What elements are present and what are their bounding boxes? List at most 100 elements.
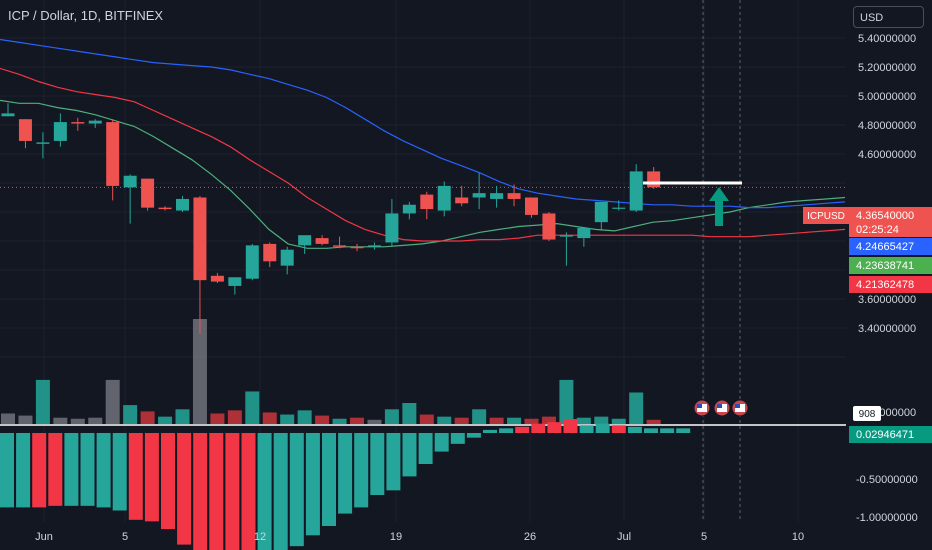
macd-histogram-bar [547,422,562,433]
volume-bar [70,418,85,424]
macd-histogram-bar [177,433,192,545]
price-tick-label: 5.00000000 [858,91,916,103]
symbol-tag [803,207,850,224]
candle-body[interactable] [490,193,504,199]
candle-body[interactable] [315,238,329,244]
symbol-tag-text: ICPUSD [807,211,845,222]
axis-price-label [849,207,932,237]
volume-bar [402,403,417,424]
candle-body[interactable] [647,171,661,188]
candle-body[interactable] [298,235,312,246]
volume-bar [53,417,68,424]
candle-body[interactable] [228,277,242,286]
time-tick-label: 12 [254,531,266,543]
axis-price-label-value: 4.21362478 [856,279,914,291]
candle-body[interactable] [525,197,538,215]
axis-price-label-value: 4.24665427 [856,241,914,253]
macd-histogram-bar [225,433,240,550]
volume-bar [35,379,50,424]
candle-body[interactable] [385,213,399,243]
volume-axis-label [853,406,881,421]
candle-body[interactable] [245,245,259,279]
volume-bar [1,413,15,424]
volume-bar [210,413,225,424]
macd-histogram-bar [579,425,594,433]
candle-body[interactable] [542,213,556,240]
time-tick-label: 26 [524,531,536,543]
macd-histogram-bar [273,433,288,550]
macd-histogram-bar [80,433,95,506]
macd-histogram-bar [48,433,63,506]
volume-bar [594,416,609,424]
macd-histogram-bar [644,428,658,433]
candle-body[interactable] [1,113,15,117]
candle-body[interactable] [437,185,451,211]
candle-body[interactable] [53,122,67,141]
candle-body[interactable] [263,243,277,262]
candle-body[interactable] [176,198,189,211]
price-tick-label: 3.40000000 [858,323,916,335]
macd-histogram-bar [305,433,320,536]
volume-bar [245,391,260,424]
candle-body[interactable] [594,201,608,223]
up-arrow-icon[interactable] [709,187,729,226]
axis-price-label-value: 4.23638741 [856,260,914,272]
macd-histogram-bar [660,428,675,433]
candle-body[interactable] [472,193,486,198]
macd-histogram-bar [16,433,31,508]
volume-bar [297,410,312,424]
candle-body[interactable] [36,142,50,144]
macd-histogram-bar [386,433,401,491]
candle-body[interactable] [106,122,120,186]
candle-body[interactable] [88,120,102,124]
volume-bar [629,392,644,424]
volume-bar [123,405,138,424]
volume-bar [541,416,556,424]
volume-bar [105,379,120,424]
volume-bar [419,414,434,424]
candle-body[interactable] [280,249,294,266]
volume-bar [350,417,364,424]
volume-bar [646,419,661,424]
macd-histogram-bar [144,433,159,522]
candle-body[interactable] [158,207,172,210]
price-tick-label: 4.80000000 [858,120,916,132]
candle-body[interactable] [123,175,137,188]
chart-title: ICP / Dollar, 1D, BITFINEX [8,8,164,23]
candle-body[interactable] [455,197,469,204]
us-flag-event-icon [697,404,702,408]
price-axis[interactable] [846,0,932,550]
us-flag-event-icon [717,404,722,408]
candle-body[interactable] [193,197,207,281]
candle-body[interactable] [333,245,347,247]
volume-bar [262,412,277,424]
candle-body[interactable] [559,235,573,237]
macd-histogram-bar [370,433,385,495]
volume-bar [507,417,522,424]
candle-body[interactable] [141,178,155,208]
ema-red-line [0,67,846,242]
candle-body[interactable] [507,193,521,199]
candle-body[interactable] [71,122,85,124]
candle-body[interactable] [402,204,416,214]
macd-histogram-bar [257,433,272,550]
candle-body[interactable] [577,227,591,239]
time-tick-label: Jul [617,531,631,543]
candle-body[interactable] [350,246,364,249]
currency-selector[interactable]: USD [853,6,924,28]
candle-body[interactable] [367,245,381,247]
volume-bar [280,414,295,424]
candle-body[interactable] [210,275,224,282]
time-tick-label: Jun [35,531,53,543]
macd-histogram-bar [0,433,14,508]
candle-body[interactable] [420,194,434,210]
candle-body[interactable] [18,119,32,141]
price-tick-label: 4.60000000 [858,149,916,161]
volume-bar [175,409,190,424]
candle-body[interactable] [629,171,643,211]
candle-body[interactable] [612,207,626,209]
macd-histogram-bar [209,433,224,550]
macd-histogram-bar [450,433,465,444]
ema-green-line [0,99,846,249]
